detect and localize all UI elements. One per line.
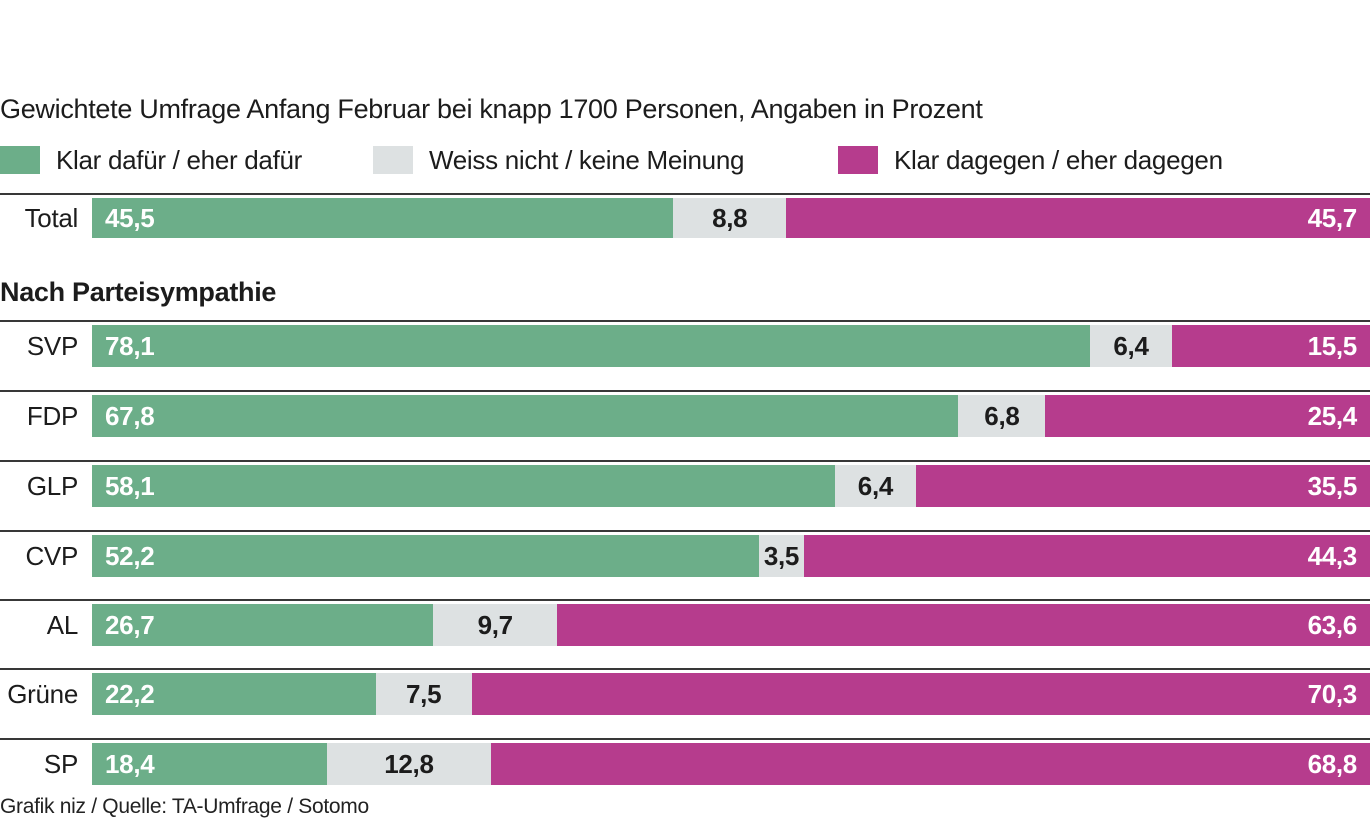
row-svp: SVP 78,1 6,4 15,5 [0,320,1370,367]
segment-weiss-nicht: 12,8 [327,743,491,785]
segment-weiss-nicht: 6,8 [958,395,1046,437]
segment-weiss-nicht: 9,7 [433,604,558,646]
stacked-bar: 26,7 9,7 63,6 [92,604,1370,646]
segment-value: 52,2 [105,540,155,571]
segment-dagegen: 68,8 [490,743,1370,785]
legend-label-dagegen: Klar dagegen / eher dagegen [894,144,1223,175]
segment-weiss-nicht: 3,5 [759,535,804,577]
row-label: AL [46,609,79,640]
segment-value: 7,5 [406,678,442,709]
legend-swatch-dafur-icon [0,146,40,174]
row-total: Total 45,5 8,8 45,7 [0,193,1370,238]
segment-dafur: 58,1 [92,465,835,507]
segment-value: 58,1 [105,470,155,501]
segment-dagegen: 70,3 [471,673,1370,715]
section-header: Nach Parteisympathie [0,277,277,307]
segment-value: 12,8 [384,748,434,779]
row-separator [0,320,1370,322]
row-separator [0,193,1370,195]
row-separator [0,738,1370,740]
segment-value: 45,5 [105,202,155,233]
segment-value: 63,6 [1307,609,1358,640]
stacked-bar: 52,2 3,5 44,3 [92,535,1370,577]
legend-swatch-dagegen-icon [838,146,878,174]
segment-weiss-nicht: 6,4 [834,465,917,507]
segment-value: 9,7 [477,609,514,640]
segment-dagegen: 25,4 [1045,395,1370,437]
segment-weiss-nicht: 7,5 [375,673,472,715]
segment-dafur: 52,2 [92,535,760,577]
segment-value: 6,8 [984,400,1020,431]
segment-dafur: 67,8 [92,395,959,437]
legend: Klar dafür / eher dafür Weiss nicht / ke… [0,144,1370,175]
stacked-bar: 18,4 12,8 68,8 [92,743,1370,785]
row-label: CVP [25,540,78,571]
segment-dagegen: 63,6 [557,604,1370,646]
stacked-bar: 58,1 6,4 35,5 [92,465,1370,507]
stacked-bar: 22,2 7,5 70,3 [92,673,1370,715]
legend-item-dagegen: Klar dagegen / eher dagegen [838,144,1223,175]
row-label: GLP [26,470,78,501]
segment-value: 25,4 [1307,400,1358,431]
row-separator [0,599,1370,601]
stacked-bar: 78,1 6,4 15,5 [92,325,1370,367]
chart-subtitle: Gewichtete Umfrage Anfang Februar bei kn… [0,94,983,124]
segment-value: 18,4 [105,748,155,779]
segment-dafur: 18,4 [92,743,328,785]
segment-value: 8,8 [712,202,748,233]
row-separator [0,530,1370,532]
legend-item-dafur: Klar dafür / eher dafür [0,144,303,175]
row-separator [0,668,1370,670]
segment-dafur: 22,2 [92,673,376,715]
row-fdp: FDP 67,8 6,8 25,4 [0,390,1370,437]
segment-dagegen: 15,5 [1171,325,1370,367]
row-label: SP [43,748,78,779]
segment-dafur: 45,5 [92,198,674,238]
segment-value: 26,7 [105,609,155,640]
segment-weiss-nicht: 8,8 [673,198,786,238]
segment-dagegen: 44,3 [803,535,1370,577]
segment-dagegen: 35,5 [916,465,1370,507]
row-al: AL 26,7 9,7 63,6 [0,599,1370,646]
segment-value: 45,7 [1307,202,1358,233]
row-grne: Grüne 22,2 7,5 70,3 [0,668,1370,715]
segment-value: 6,4 [1113,330,1149,361]
segment-value: 15,5 [1307,330,1358,361]
segment-value: 3,5 [763,540,800,571]
segment-value: 35,5 [1307,470,1358,501]
segment-weiss-nicht: 6,4 [1090,325,1172,367]
stacked-bar: 67,8 6,8 25,4 [92,395,1370,437]
row-label: FDP [26,400,78,431]
row-label: Grüne [7,678,78,709]
legend-label-dafur: Klar dafür / eher dafür [56,144,303,175]
row-separator [0,460,1370,462]
segment-dafur: 78,1 [92,325,1091,367]
legend-swatch-weiss-nicht-icon [373,146,413,174]
row-label: SVP [26,330,78,361]
segment-value: 67,8 [105,400,155,431]
segment-value: 22,2 [105,678,155,709]
legend-label-weiss-nicht: Weiss nicht / keine Meinung [429,144,745,175]
row-label: Total [24,202,79,233]
segment-value: 68,8 [1307,748,1358,779]
segment-value: 6,4 [857,470,894,501]
source-credit: Grafik niz / Quelle: TA-Umfrage / Sotomo [0,795,369,818]
segment-dafur: 26,7 [92,604,434,646]
row-sp: SP 18,4 12,8 68,8 [0,738,1370,785]
segment-value: 44,3 [1307,540,1358,571]
row-cvp: CVP 52,2 3,5 44,3 [0,530,1370,577]
legend-item-weiss-nicht: Weiss nicht / keine Meinung [373,144,745,175]
row-separator [0,390,1370,392]
segment-value: 70,3 [1307,678,1358,709]
segment-dagegen: 45,7 [785,198,1370,238]
row-glp: GLP 58,1 6,4 35,5 [0,460,1370,507]
segment-value: 78,1 [105,330,155,361]
stacked-bar: 45,5 8,8 45,7 [92,198,1370,238]
